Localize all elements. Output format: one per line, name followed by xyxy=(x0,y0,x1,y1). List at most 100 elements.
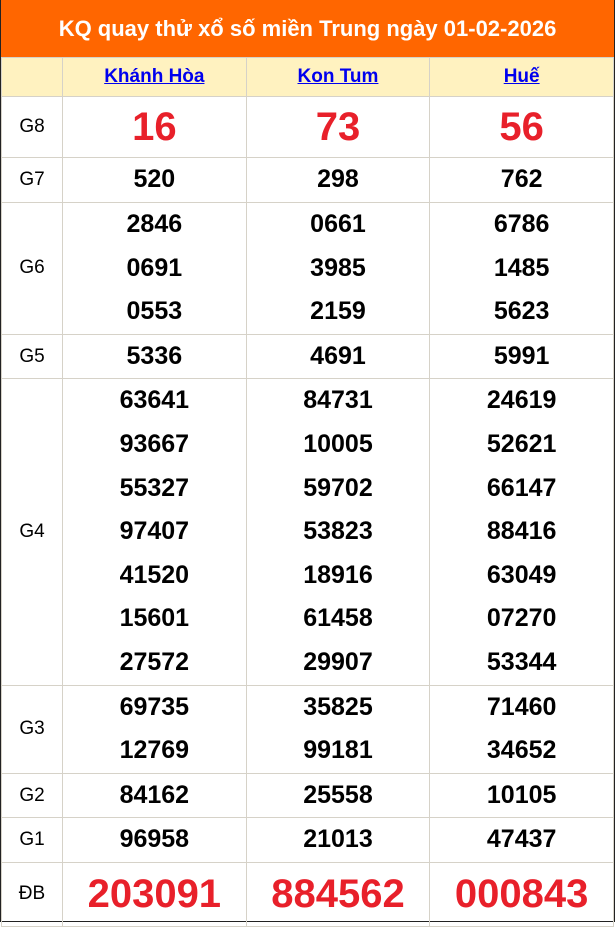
prize-cell: 0661 3985 2159 xyxy=(245,202,431,335)
prize-row-g5: G5 5336 4691 5991 xyxy=(1,333,614,380)
prize-row-g2: G2 84162 25558 10105 xyxy=(1,772,614,819)
prize-cell: 96958 xyxy=(62,817,247,863)
prize-row-g8: G8 16 73 56 xyxy=(1,96,614,158)
prize-number: 97407 xyxy=(119,517,190,546)
prize-number: 66147 xyxy=(486,473,557,502)
prize-cell: 69735 12769 xyxy=(62,684,247,774)
prize-cell: 47437 xyxy=(429,817,614,863)
prize-number: 298 xyxy=(317,165,359,194)
prize-number: 07270 xyxy=(486,604,557,633)
prize-cell: 4691 xyxy=(245,333,431,380)
prize-number: 41520 xyxy=(119,560,190,589)
prize-number: 63641 xyxy=(119,386,190,415)
prize-number: 1485 xyxy=(493,253,550,282)
prize-cell: 71460 34652 xyxy=(429,684,614,774)
prize-cell: 884562 xyxy=(245,861,431,927)
prize-cell: 35825 99181 xyxy=(245,684,431,774)
prize-number: 203091 xyxy=(87,871,222,916)
prize-number: 71460 xyxy=(486,692,557,721)
prize-row-đb: ĐB 203091 884562 000843 xyxy=(1,861,614,927)
prize-number: 12769 xyxy=(119,736,190,765)
prize-number: 0553 xyxy=(126,297,183,326)
prize-label: G8 xyxy=(1,96,63,158)
prize-number: 63049 xyxy=(486,560,557,589)
prize-label: G1 xyxy=(1,817,63,863)
province-header-row: Khánh Hòa Kon Tum Huế xyxy=(1,57,614,97)
prize-number: 16 xyxy=(132,104,177,149)
province-link-hue[interactable]: Huế xyxy=(503,66,540,87)
prize-row-g3: G3 69735 12769 35825 99181 71460 34652 xyxy=(1,684,614,774)
prize-number: 88416 xyxy=(486,517,557,546)
province-link-khanh-hoa[interactable]: Khánh Hòa xyxy=(104,66,205,87)
prize-number: 73 xyxy=(315,104,361,149)
prize-number: 35825 xyxy=(303,692,373,721)
prize-label: G7 xyxy=(1,157,63,203)
prize-number: 000843 xyxy=(454,871,589,916)
prize-number: 52621 xyxy=(486,429,557,458)
prize-number: 27572 xyxy=(119,647,190,676)
prize-cell: 84731 10005 59702 53823 18916 61458 29907 xyxy=(245,378,431,686)
prize-cell: 520 xyxy=(62,157,247,203)
prize-cell: 56 xyxy=(429,96,614,158)
prize-number: 2159 xyxy=(310,297,366,326)
prize-label: G3 xyxy=(1,684,63,774)
prize-number: 55327 xyxy=(119,473,190,502)
prize-number: 24619 xyxy=(486,386,557,415)
prize-cell: 2846 0691 0553 xyxy=(62,202,247,335)
prize-cell: 63641 93667 55327 97407 41520 15601 27572 xyxy=(62,378,247,686)
prize-cell: 6786 1485 5623 xyxy=(429,202,614,335)
prize-row-g6: G6 2846 0691 0553 0661 3985 2159 6786 1485 5623 xyxy=(1,202,614,335)
prize-number: 59702 xyxy=(303,473,373,502)
prize-cell: 762 xyxy=(429,157,614,203)
prize-number: 34652 xyxy=(486,736,557,765)
prize-number: 84162 xyxy=(119,780,190,809)
prize-number: 5991 xyxy=(493,341,550,370)
prize-row-g7: G7 520 298 762 xyxy=(1,157,614,203)
prize-number: 25558 xyxy=(303,780,373,809)
prize-number: 3985 xyxy=(310,253,366,282)
prize-cell: 5336 xyxy=(62,333,247,380)
prize-number: 18916 xyxy=(303,560,373,589)
province-link-kon-tum[interactable]: Kon Tum xyxy=(297,66,379,87)
prize-number: 53823 xyxy=(303,517,373,546)
prize-label: G4 xyxy=(1,378,63,686)
prize-number: 762 xyxy=(500,165,543,194)
prize-cell: 298 xyxy=(245,157,431,203)
prize-number: 69735 xyxy=(119,692,190,721)
prize-cell: 25558 xyxy=(245,772,431,819)
prize-number: 47437 xyxy=(486,825,557,854)
prize-number: 0661 xyxy=(310,210,366,238)
prize-number: 61458 xyxy=(303,604,373,633)
prize-cell: 5991 xyxy=(429,333,614,380)
prize-number: 10005 xyxy=(303,429,373,458)
prize-number: 53344 xyxy=(486,647,557,676)
page-title: KQ quay thử xổ số miền Trung ngày 01-02-… xyxy=(1,0,614,57)
prize-cell: 84162 xyxy=(62,772,247,819)
prize-cell: 10105 xyxy=(429,772,614,819)
prize-number: 5336 xyxy=(126,341,183,370)
prize-number: 4691 xyxy=(310,341,366,370)
prize-number: 99181 xyxy=(303,736,373,765)
prize-cell: 24619 52621 66147 88416 63049 07270 53344 xyxy=(429,378,614,686)
prize-number: 2846 xyxy=(126,210,183,238)
prize-row-g1: G1 96958 21013 47437 xyxy=(1,817,614,863)
prize-number: 84731 xyxy=(303,386,373,415)
prize-number: 56 xyxy=(499,104,544,149)
prize-cell: 21013 xyxy=(245,817,431,863)
prize-number: 93667 xyxy=(119,429,190,458)
prize-cell: 000843 xyxy=(429,861,614,927)
prize-label: G6 xyxy=(1,202,63,335)
prize-number: 96958 xyxy=(119,825,190,854)
prize-number: 10105 xyxy=(486,780,557,809)
prize-number: 6786 xyxy=(493,210,550,238)
empty-header-cell xyxy=(1,57,63,97)
prize-number: 520 xyxy=(133,165,176,194)
prize-number: 29907 xyxy=(303,647,373,676)
prize-row-g4: G4 63641 93667 55327 97407 41520 15601 27572 847… xyxy=(1,378,614,686)
prize-number: 5623 xyxy=(493,297,550,326)
prize-cell: 73 xyxy=(245,96,431,158)
results-table: Khánh Hòa Kon Tum Huế G8 16 73 56 G7 520 298 76… xyxy=(1,57,614,927)
prize-label: G2 xyxy=(1,772,63,819)
prize-cell: 16 xyxy=(62,96,247,158)
